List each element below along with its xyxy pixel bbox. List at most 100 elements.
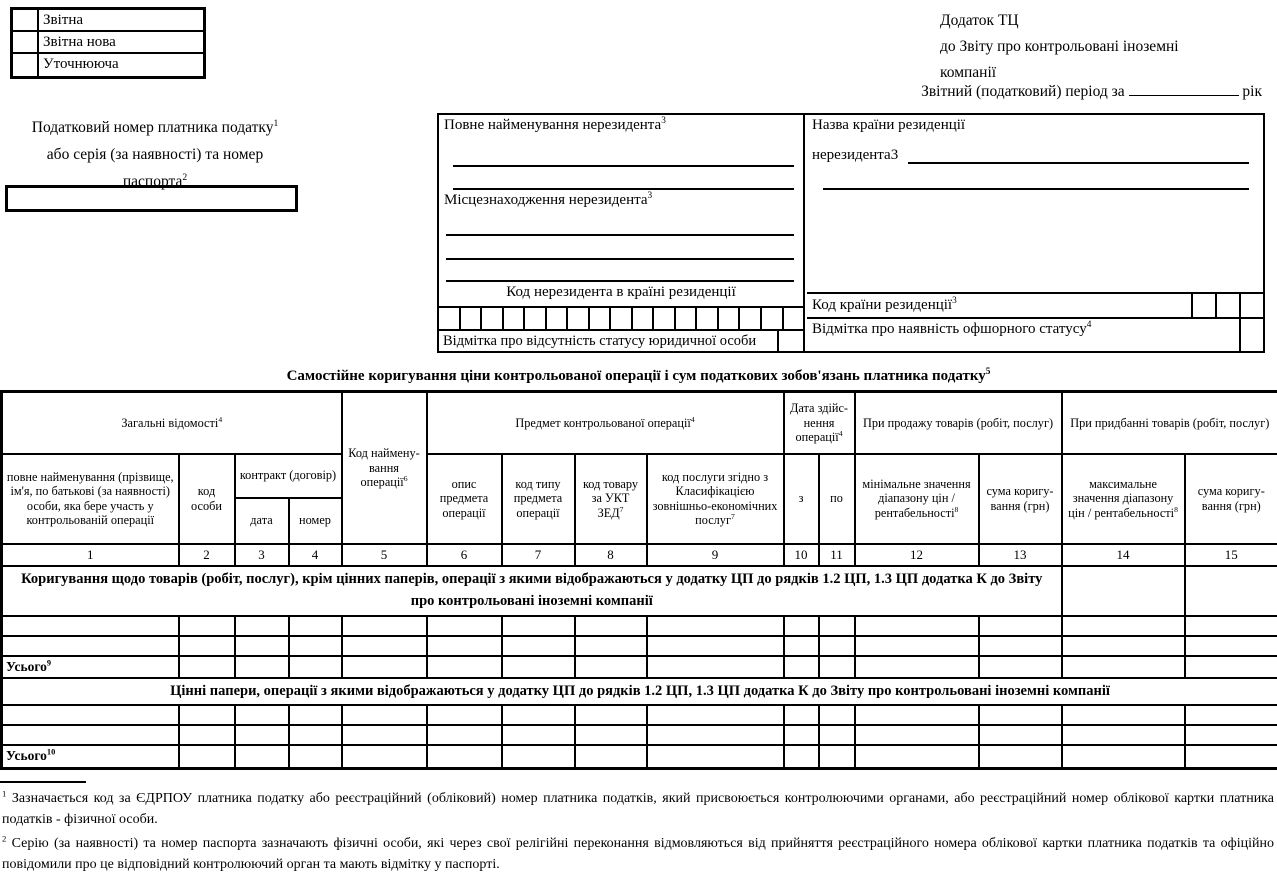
report-type-checkbox-zvitna-nova[interactable] bbox=[13, 32, 39, 52]
table-cell-empty[interactable] bbox=[817, 703, 856, 726]
table-cell-empty[interactable] bbox=[0, 723, 180, 746]
table-cell-empty[interactable] bbox=[233, 614, 290, 637]
table-cell-empty[interactable] bbox=[645, 634, 785, 657]
table-cell-empty[interactable] bbox=[500, 654, 576, 679]
table-cell-empty[interactable] bbox=[573, 654, 648, 679]
code-cell[interactable] bbox=[633, 308, 655, 329]
table-cell-empty[interactable] bbox=[340, 723, 428, 746]
table-cell-empty[interactable] bbox=[500, 723, 576, 746]
table-cell-empty[interactable] bbox=[1183, 743, 1277, 770]
table-cell-empty[interactable] bbox=[782, 723, 820, 746]
table-cell-empty[interactable] bbox=[177, 723, 236, 746]
period-year-field[interactable] bbox=[1128, 82, 1239, 96]
table-cell-empty[interactable] bbox=[340, 654, 428, 679]
code-cell[interactable] bbox=[590, 308, 612, 329]
table-cell-empty[interactable] bbox=[1183, 723, 1277, 746]
table-cell-empty[interactable] bbox=[177, 703, 236, 726]
table-cell-empty[interactable] bbox=[340, 703, 428, 726]
table-cell-empty[interactable] bbox=[573, 703, 648, 726]
table-cell-empty[interactable] bbox=[645, 743, 785, 770]
table-cell-empty[interactable] bbox=[782, 614, 820, 637]
table-cell-empty[interactable] bbox=[782, 634, 820, 657]
country-code-cell[interactable] bbox=[1215, 294, 1239, 317]
report-type-checkbox-zvitna[interactable] bbox=[13, 10, 39, 30]
table-cell-empty[interactable] bbox=[0, 614, 180, 637]
taxpayer-number-field[interactable] bbox=[5, 185, 298, 212]
table-cell-empty[interactable] bbox=[425, 743, 503, 770]
table-cell-empty[interactable] bbox=[782, 743, 820, 770]
table-cell-empty[interactable] bbox=[645, 723, 785, 746]
code-cell[interactable] bbox=[439, 308, 461, 329]
code-cell[interactable] bbox=[568, 308, 590, 329]
table-cell-empty[interactable] bbox=[287, 654, 343, 679]
table-cell-empty[interactable] bbox=[977, 703, 1063, 726]
table-cell-empty[interactable] bbox=[500, 703, 576, 726]
table-cell-empty[interactable] bbox=[425, 703, 503, 726]
table-cell-empty[interactable] bbox=[425, 634, 503, 657]
table-cell-empty[interactable] bbox=[1183, 614, 1277, 637]
report-type-checkbox-utochnyuyucha[interactable] bbox=[13, 54, 39, 76]
table-cell-empty[interactable] bbox=[977, 614, 1063, 637]
table-cell-empty[interactable] bbox=[340, 743, 428, 770]
table-cell-empty[interactable] bbox=[1183, 634, 1277, 657]
table-cell-empty[interactable] bbox=[287, 723, 343, 746]
table-cell-empty[interactable] bbox=[1060, 743, 1186, 770]
table-cell-empty[interactable] bbox=[853, 743, 980, 770]
fullname-fill-line[interactable] bbox=[453, 188, 794, 190]
table-cell-empty[interactable] bbox=[1060, 703, 1186, 726]
table-cell-empty[interactable] bbox=[1060, 564, 1186, 617]
table-cell-empty[interactable] bbox=[1183, 703, 1277, 726]
code-cell[interactable] bbox=[547, 308, 569, 329]
fullname-fill-line[interactable] bbox=[453, 165, 794, 167]
table-cell-empty[interactable] bbox=[287, 614, 343, 637]
code-cell[interactable] bbox=[740, 308, 762, 329]
country-name-fill-line[interactable] bbox=[823, 188, 1249, 190]
table-cell-empty[interactable] bbox=[645, 614, 785, 637]
table-cell-empty[interactable] bbox=[853, 703, 980, 726]
table-cell-empty[interactable] bbox=[177, 743, 236, 770]
table-cell-empty[interactable] bbox=[340, 614, 428, 637]
table-cell-empty[interactable] bbox=[500, 743, 576, 770]
table-cell-empty[interactable] bbox=[233, 743, 290, 770]
table-cell-empty[interactable] bbox=[425, 654, 503, 679]
code-cell[interactable] bbox=[697, 308, 719, 329]
code-cell[interactable] bbox=[654, 308, 676, 329]
table-cell-empty[interactable] bbox=[287, 703, 343, 726]
table-cell-empty[interactable] bbox=[977, 634, 1063, 657]
table-cell-empty[interactable] bbox=[817, 654, 856, 679]
code-cell[interactable] bbox=[525, 308, 547, 329]
code-cell[interactable] bbox=[461, 308, 483, 329]
table-cell-empty[interactable] bbox=[177, 634, 236, 657]
table-cell-empty[interactable] bbox=[1060, 654, 1186, 679]
table-cell-empty[interactable] bbox=[977, 743, 1063, 770]
table-cell-empty[interactable] bbox=[977, 723, 1063, 746]
country-name-fill-line[interactable] bbox=[908, 144, 1249, 164]
table-cell-empty[interactable] bbox=[573, 723, 648, 746]
table-cell-empty[interactable] bbox=[1060, 723, 1186, 746]
table-cell-empty[interactable] bbox=[287, 634, 343, 657]
country-code-cell[interactable] bbox=[1239, 294, 1263, 317]
table-cell-empty[interactable] bbox=[1183, 564, 1277, 617]
code-cell[interactable] bbox=[676, 308, 698, 329]
table-cell-empty[interactable] bbox=[1060, 614, 1186, 637]
table-cell-empty[interactable] bbox=[0, 634, 180, 657]
code-cell[interactable] bbox=[784, 308, 804, 329]
table-cell-empty[interactable] bbox=[425, 723, 503, 746]
location-fill-line[interactable] bbox=[446, 234, 794, 236]
table-cell-empty[interactable] bbox=[645, 703, 785, 726]
table-cell-empty[interactable] bbox=[500, 614, 576, 637]
table-cell-empty[interactable] bbox=[645, 654, 785, 679]
table-cell-empty[interactable] bbox=[817, 723, 856, 746]
table-cell-empty[interactable] bbox=[573, 614, 648, 637]
table-cell-empty[interactable] bbox=[817, 614, 856, 637]
code-cell[interactable] bbox=[762, 308, 784, 329]
table-cell-empty[interactable] bbox=[573, 743, 648, 770]
table-cell-empty[interactable] bbox=[782, 654, 820, 679]
code-cell[interactable] bbox=[611, 308, 633, 329]
table-cell-empty[interactable] bbox=[817, 743, 856, 770]
table-cell-empty[interactable] bbox=[853, 723, 980, 746]
table-cell-empty[interactable] bbox=[853, 654, 980, 679]
offshore-status-checkbox[interactable] bbox=[1239, 319, 1263, 351]
table-cell-empty[interactable] bbox=[287, 743, 343, 770]
table-cell-empty[interactable] bbox=[233, 703, 290, 726]
